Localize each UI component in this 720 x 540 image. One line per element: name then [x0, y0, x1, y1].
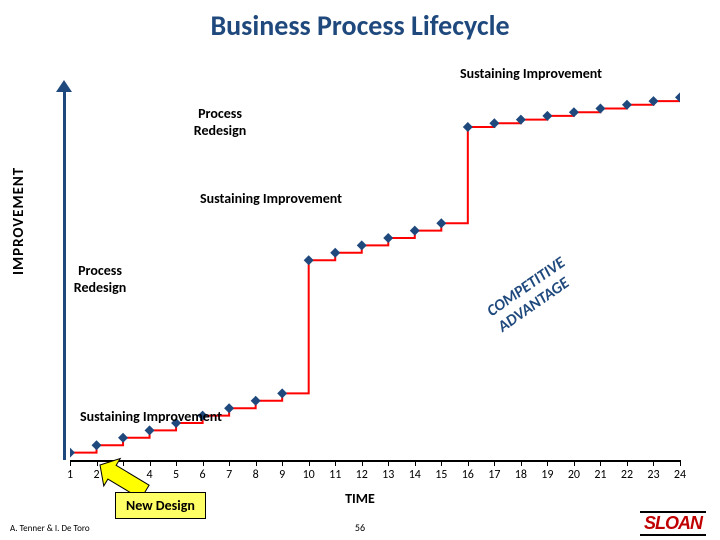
x-tick [600, 460, 601, 466]
x-tick [229, 460, 230, 466]
x-tick [362, 460, 363, 466]
x-tick-label: 14 [409, 468, 421, 482]
page-title: Business Process Lifecycle [0, 8, 720, 43]
x-tick [335, 460, 336, 466]
x-tick [653, 460, 654, 466]
x-tick [388, 460, 389, 466]
data-marker [70, 448, 75, 458]
data-marker [410, 226, 420, 236]
x-tick [547, 460, 548, 466]
x-tick [97, 460, 98, 466]
x-tick-label: 18 [515, 468, 527, 482]
x-tick-label: 7 [226, 468, 232, 482]
x-tick [574, 460, 575, 466]
x-tick [494, 460, 495, 466]
x-tick-label: 21 [594, 468, 606, 482]
x-tick [309, 460, 310, 466]
page-number: 56 [0, 521, 720, 534]
x-tick-label: 3 [120, 468, 126, 482]
x-tick [123, 460, 124, 466]
annotation-sustain_mid: Sustaining Improvement [200, 190, 342, 207]
x-tick-label: 12 [356, 468, 368, 482]
new-design-callout: New Design [115, 492, 206, 519]
x-tick [468, 460, 469, 466]
x-tick [176, 460, 177, 466]
data-marker [118, 433, 128, 443]
x-tick [70, 460, 71, 466]
x-tick [203, 460, 204, 466]
x-tick-label: 24 [674, 468, 686, 482]
x-tick [627, 460, 628, 466]
x-tick-label: 15 [435, 468, 447, 482]
x-tick-label: 20 [568, 468, 580, 482]
x-tick [521, 460, 522, 466]
x-tick [150, 460, 151, 466]
x-tick-label: 6 [200, 468, 206, 482]
data-marker [251, 396, 261, 406]
data-marker [330, 248, 340, 258]
x-tick-label: 19 [541, 468, 553, 482]
x-tick-label: 2 [93, 468, 99, 482]
x-tick-label: 16 [462, 468, 474, 482]
x-tick [415, 460, 416, 466]
annotation-pr_mid: ProcessRedesign [74, 262, 126, 296]
y-axis-line [63, 90, 66, 460]
data-marker [463, 122, 473, 132]
x-tick-label: 13 [382, 468, 394, 482]
x-tick-label: 22 [621, 468, 633, 482]
data-marker [357, 240, 367, 250]
x-tick-label: 4 [147, 468, 153, 482]
data-marker [145, 425, 155, 435]
x-axis-label: TIME [0, 490, 720, 507]
x-tick-label: 1 [67, 468, 73, 482]
x-tick [680, 460, 681, 466]
sloan-logo: SLOAN [636, 511, 710, 536]
annotation-sustain_top: Sustaining Improvement [460, 65, 602, 82]
annotation-pr_top: ProcessRedesign [194, 105, 246, 139]
data-marker [436, 218, 446, 228]
y-axis-label: IMPROVEMENT [10, 167, 28, 275]
x-tick-label: 11 [329, 468, 341, 482]
x-tick [256, 460, 257, 466]
data-marker [277, 388, 287, 398]
data-marker [224, 403, 234, 413]
x-tick-label: 17 [488, 468, 500, 482]
x-tick-label: 10 [303, 468, 315, 482]
x-tick-label: 23 [647, 468, 659, 482]
x-tick-label: 5 [173, 468, 179, 482]
x-tick [441, 460, 442, 466]
logo-text: SLOAN [640, 511, 706, 536]
data-marker [92, 440, 102, 450]
x-tick-label: 9 [279, 468, 285, 482]
data-marker [304, 255, 314, 265]
x-tick-label: 8 [253, 468, 259, 482]
annotation-sustain_low: Sustaining Improvement [80, 408, 222, 425]
data-marker [383, 233, 393, 243]
x-axis-line [70, 460, 680, 462]
x-tick [282, 460, 283, 466]
